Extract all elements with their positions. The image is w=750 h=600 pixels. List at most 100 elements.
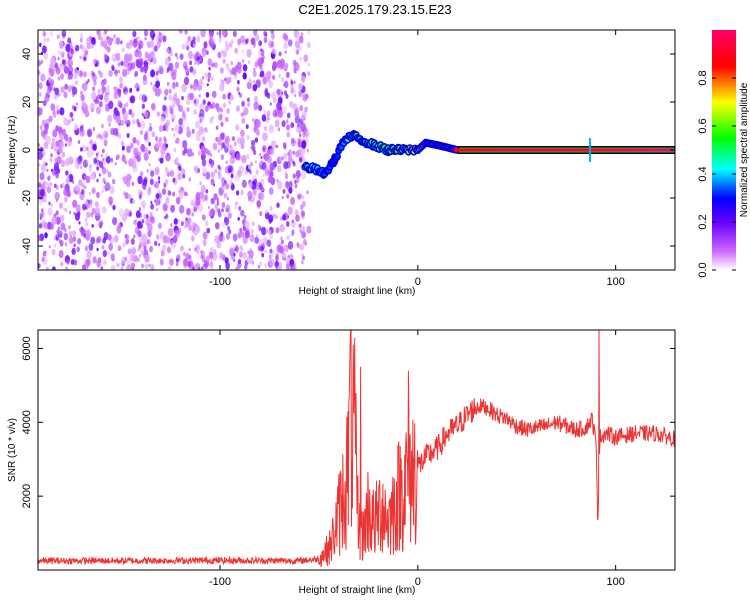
noise-speckle — [181, 95, 184, 101]
noise-speckle — [227, 225, 231, 231]
noise-speckle — [299, 105, 304, 112]
noise-speckle — [279, 245, 284, 254]
noise-speckle — [285, 263, 290, 270]
noise-speckle — [65, 170, 69, 176]
noise-speckle — [113, 86, 116, 90]
noise-speckle — [151, 103, 156, 111]
noise-speckle — [46, 186, 52, 194]
noise-speckle — [193, 206, 197, 213]
noise-speckle — [285, 119, 289, 124]
noise-speckle — [118, 92, 122, 98]
noise-speckle — [280, 236, 283, 241]
noise-speckle — [99, 134, 104, 140]
noise-speckle — [178, 191, 184, 200]
noise-speckle — [269, 148, 275, 156]
noise-speckle — [216, 31, 219, 36]
noise-speckle — [120, 119, 125, 126]
noise-speckle — [46, 266, 50, 270]
noise-speckle — [133, 234, 136, 239]
noise-speckle — [162, 35, 167, 43]
noise-speckle — [291, 232, 294, 237]
noise-speckle — [44, 198, 48, 203]
noise-speckle — [158, 65, 164, 74]
noise-speckle — [49, 202, 53, 208]
noise-speckle — [86, 37, 91, 46]
noise-speckle — [165, 213, 169, 219]
noise-speckle — [236, 137, 241, 144]
noise-speckle — [88, 243, 94, 251]
noise-speckle — [231, 136, 236, 142]
noise-speckle — [59, 40, 64, 49]
noise-speckle — [268, 229, 272, 235]
noise-speckle — [116, 225, 122, 234]
noise-speckle — [129, 175, 132, 181]
noise-speckle — [86, 159, 89, 164]
noise-speckle — [219, 67, 224, 74]
noise-speckle — [193, 99, 197, 104]
snr-line — [38, 330, 675, 568]
noise-speckle — [226, 233, 230, 240]
noise-speckle — [89, 139, 93, 145]
noise-speckle — [80, 147, 83, 152]
noise-speckle — [97, 151, 100, 156]
noise-speckle — [173, 218, 178, 225]
noise-speckle — [286, 112, 291, 119]
noise-speckle — [41, 45, 47, 54]
noise-speckle — [187, 35, 192, 42]
noise-speckle — [225, 142, 230, 148]
noise-speckle — [196, 250, 199, 255]
noise-speckle — [225, 204, 231, 213]
noise-speckle — [169, 107, 174, 115]
noise-speckle — [75, 44, 80, 52]
noise-speckle — [94, 99, 98, 105]
noise-speckle — [107, 91, 110, 96]
noise-speckle — [126, 133, 130, 138]
noise-speckle — [101, 245, 105, 250]
noise-speckle — [135, 210, 141, 219]
noise-speckle — [149, 40, 155, 48]
noise-speckle — [165, 152, 171, 162]
noise-speckle — [79, 44, 83, 50]
noise-speckle — [256, 234, 259, 238]
noise-speckle — [208, 66, 211, 71]
noise-speckle — [44, 232, 48, 239]
noise-speckle — [299, 133, 302, 138]
noise-speckle — [175, 262, 179, 267]
noise-speckle — [110, 265, 116, 270]
noise-speckle — [142, 241, 147, 248]
noise-speckle — [273, 97, 277, 104]
noise-speckle — [98, 101, 103, 108]
noise-speckle — [294, 109, 297, 114]
noise-speckle — [156, 234, 160, 240]
noise-speckle — [260, 245, 264, 252]
noise-speckle — [286, 234, 290, 241]
y-tick-label: 4000 — [21, 410, 33, 434]
noise-speckle — [307, 62, 311, 67]
noise-speckle — [237, 258, 242, 265]
noise-speckle — [280, 107, 283, 111]
noise-speckle — [73, 259, 78, 266]
snr-x-label: Height of straight line (km) — [299, 585, 416, 596]
noise-speckle — [47, 94, 50, 98]
noise-speckle — [247, 190, 253, 199]
noise-speckle — [214, 235, 220, 244]
noise-speckle — [151, 131, 156, 138]
noise-speckle — [238, 206, 242, 211]
noise-speckle — [132, 118, 136, 125]
noise-speckle — [47, 207, 53, 216]
noise-speckle — [205, 255, 210, 262]
noise-speckle — [115, 53, 121, 62]
noise-speckle — [244, 38, 249, 45]
noise-speckle — [59, 250, 64, 257]
noise-speckle — [302, 131, 306, 138]
noise-speckle — [106, 169, 109, 173]
noise-speckle — [182, 140, 188, 149]
noise-speckle — [293, 64, 297, 69]
noise-speckle — [114, 162, 117, 166]
noise-speckle — [62, 207, 66, 212]
noise-speckle — [106, 84, 111, 92]
noise-speckle — [242, 72, 247, 80]
noise-speckle — [41, 220, 46, 228]
noise-speckle — [220, 154, 225, 161]
noise-speckle — [283, 80, 289, 89]
